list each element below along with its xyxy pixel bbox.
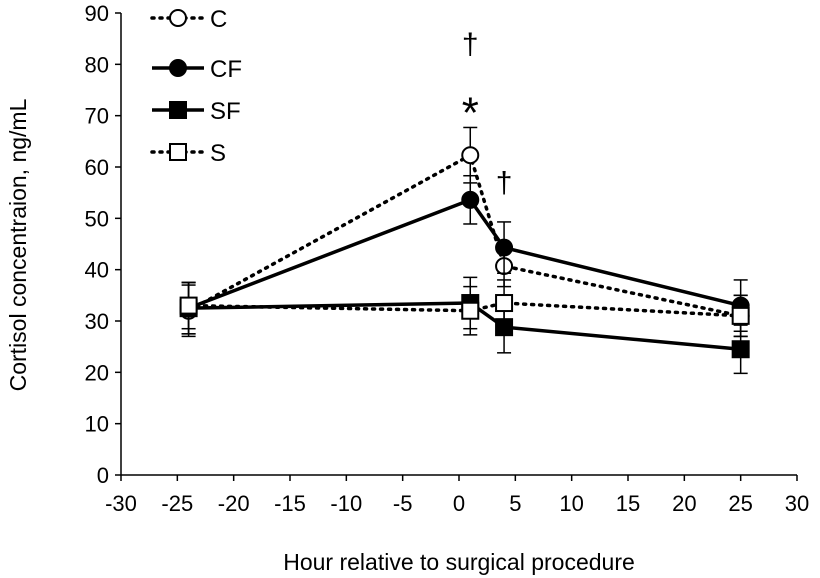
y-tick-label: 40 bbox=[85, 258, 109, 283]
data-point-S bbox=[495, 294, 514, 313]
y-tick-label: 70 bbox=[85, 104, 109, 129]
legend-item-SF: SF bbox=[152, 98, 241, 125]
x-tick-label: -5 bbox=[393, 491, 413, 516]
x-tick-label: 5 bbox=[509, 491, 521, 516]
legend-label: CF bbox=[210, 56, 242, 83]
legend-marker bbox=[169, 101, 187, 119]
y-tick-label: 10 bbox=[85, 412, 109, 437]
x-axis-title: Hour relative to surgical procedure bbox=[283, 549, 635, 575]
x-tick-label: 20 bbox=[672, 491, 696, 516]
data-point-SF bbox=[731, 340, 750, 359]
x-tick-label: -25 bbox=[161, 491, 193, 516]
x-tick-label: 25 bbox=[728, 491, 752, 516]
legend-label: S bbox=[210, 140, 226, 167]
series-line-SF bbox=[188, 301, 741, 351]
data-point-S bbox=[179, 296, 198, 315]
series-line-S bbox=[186, 301, 743, 318]
y-tick-label: 0 bbox=[97, 463, 109, 488]
legend-item-S: S bbox=[150, 140, 226, 167]
x-tick-label: -20 bbox=[218, 491, 250, 516]
x-tick-label: 30 bbox=[785, 491, 809, 516]
legend-item-CF: CF bbox=[152, 56, 242, 83]
significance-marker: † bbox=[462, 28, 479, 61]
x-tick-label: -10 bbox=[330, 491, 362, 516]
data-point-CF bbox=[461, 190, 480, 209]
y-tick-label: 80 bbox=[85, 52, 109, 77]
x-tick-label: -30 bbox=[105, 491, 137, 516]
x-tick-label: 15 bbox=[616, 491, 640, 516]
y-tick-label: 60 bbox=[85, 155, 109, 180]
y-axis-title: Cortisol concentraion, ng/mL bbox=[5, 98, 31, 391]
legend-label: SF bbox=[210, 98, 241, 125]
series-SF bbox=[179, 276, 750, 375]
data-point-C bbox=[461, 146, 480, 165]
significance-marker: * bbox=[462, 88, 479, 137]
series-line-C bbox=[186, 152, 743, 318]
y-tick-label: 50 bbox=[85, 206, 109, 231]
legend-marker bbox=[169, 59, 187, 77]
legend-item-C: C bbox=[150, 6, 227, 33]
x-tick-label: 10 bbox=[559, 491, 583, 516]
data-point-CF bbox=[495, 238, 514, 257]
data-point-S bbox=[731, 306, 750, 325]
series-S bbox=[179, 279, 750, 338]
x-tick-label: 0 bbox=[453, 491, 465, 516]
legend-marker bbox=[169, 143, 187, 161]
series-line-CF bbox=[187, 197, 742, 310]
y-tick-label: 20 bbox=[85, 360, 109, 385]
y-tick-label: 30 bbox=[85, 309, 109, 334]
legend-marker bbox=[169, 9, 187, 27]
data-point-S bbox=[461, 301, 480, 320]
significance-marker: † bbox=[496, 167, 513, 200]
x-tick-label: -15 bbox=[274, 491, 306, 516]
legend-label: C bbox=[210, 6, 227, 33]
y-tick-label: 90 bbox=[85, 1, 109, 26]
